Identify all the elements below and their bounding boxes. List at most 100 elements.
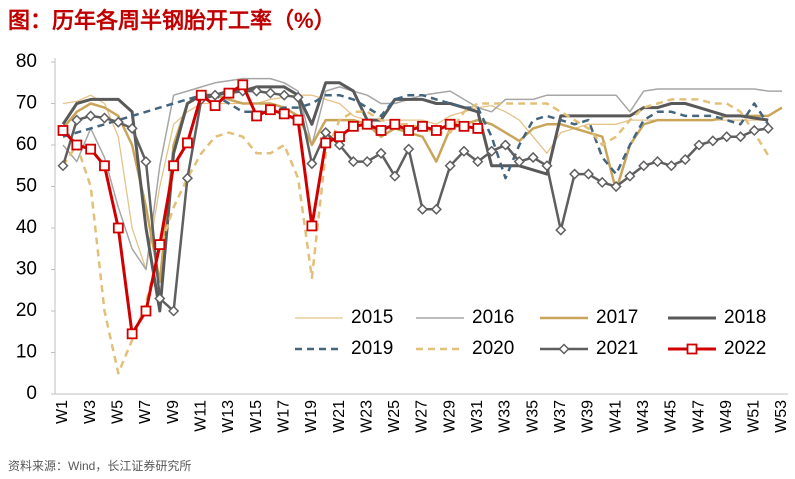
- marker: [417, 120, 428, 132]
- marker: [209, 89, 221, 101]
- marker: [85, 110, 97, 122]
- marker: [334, 131, 345, 143]
- marker: [154, 239, 166, 251]
- marker: [486, 145, 498, 157]
- x-tick-label: W11: [192, 400, 209, 432]
- marker: [320, 137, 332, 149]
- marker: [251, 110, 262, 122]
- marker: [610, 180, 622, 193]
- x-tick-label: W35: [524, 400, 541, 433]
- x-tick-label: W33: [497, 400, 514, 433]
- marker: [444, 160, 456, 172]
- series-line: [61, 89, 769, 313]
- x-tick-label: W27: [414, 400, 431, 433]
- marker: [57, 160, 69, 172]
- marker: [389, 118, 401, 130]
- x-tick-label: W45: [663, 400, 680, 433]
- marker: [333, 139, 346, 151]
- series-line: [61, 81, 769, 313]
- x-tick-label: W3: [82, 400, 99, 424]
- marker: [306, 220, 318, 232]
- marker: [182, 137, 193, 149]
- marker: [71, 139, 83, 151]
- x-tick-label: W9: [165, 400, 182, 424]
- x-tick-label: W21: [331, 400, 348, 433]
- marker: [320, 126, 332, 139]
- marker: [98, 112, 111, 124]
- marker: [558, 343, 570, 355]
- marker: [638, 160, 650, 172]
- marker: [721, 131, 733, 143]
- legend-label: 2017: [596, 307, 638, 328]
- marker: [582, 168, 594, 180]
- marker: [126, 122, 138, 134]
- marker: [140, 156, 152, 168]
- y-tick-label: 10: [16, 342, 37, 363]
- legend-label: 2020: [472, 338, 514, 359]
- y-tick-label: 50: [16, 176, 37, 197]
- marker: [762, 122, 774, 134]
- marker: [292, 91, 304, 103]
- marker: [112, 222, 124, 234]
- x-tick-label: W53: [773, 400, 790, 433]
- chart-title: 图：历年各周半钢胎开工率（%）: [8, 8, 336, 33]
- series-line: [62, 93, 770, 180]
- marker: [306, 158, 318, 170]
- series-line: [61, 98, 770, 375]
- x-tick-label: W37: [552, 400, 569, 433]
- marker: [251, 85, 263, 97]
- source-note: 资料来源：Wind，长江证券研究所: [8, 458, 191, 473]
- marker: [264, 87, 276, 99]
- x-tick-label: W15: [248, 400, 265, 433]
- marker: [140, 305, 152, 317]
- marker: [347, 120, 359, 132]
- legend-label: 2016: [472, 307, 514, 328]
- y-tick-label: 20: [16, 300, 37, 321]
- legend-label: 2015: [351, 307, 393, 328]
- series-line: [62, 94, 769, 271]
- marker: [209, 100, 221, 111]
- marker: [499, 139, 512, 151]
- marker: [168, 305, 180, 317]
- x-tick-label: W47: [690, 400, 707, 433]
- marker: [85, 143, 97, 155]
- marker: [375, 147, 387, 159]
- x-tick-label: W13: [220, 400, 237, 433]
- x-tick-label: W1: [54, 400, 71, 424]
- marker: [665, 160, 677, 172]
- marker: [375, 125, 387, 136]
- marker: [748, 124, 760, 137]
- y-tick-label: 30: [16, 259, 37, 280]
- marker: [112, 116, 124, 128]
- marker: [57, 125, 69, 136]
- marker: [278, 108, 290, 120]
- marker: [651, 156, 664, 168]
- marker: [361, 156, 373, 168]
- x-tick-label: W43: [635, 400, 652, 433]
- marker: [223, 87, 235, 99]
- marker: [513, 156, 525, 168]
- y-tick-label: 60: [16, 134, 37, 155]
- marker: [569, 168, 581, 180]
- marker: [707, 135, 719, 147]
- marker: [168, 160, 180, 172]
- marker: [292, 114, 304, 126]
- legend-label: 2022: [724, 338, 766, 359]
- marker: [472, 156, 484, 168]
- marker: [403, 143, 415, 155]
- x-tick-label: W39: [580, 400, 597, 433]
- marker: [472, 123, 484, 134]
- marker: [154, 292, 166, 305]
- marker: [430, 125, 442, 136]
- legend-label: 2021: [596, 338, 638, 359]
- legend-label: 2018: [724, 307, 766, 328]
- marker: [278, 89, 290, 101]
- marker: [444, 118, 456, 130]
- series-line: [61, 83, 479, 336]
- marker: [389, 170, 401, 182]
- marker: [403, 125, 415, 136]
- x-tick-label: W23: [358, 400, 375, 433]
- x-tick-label: W25: [386, 400, 403, 433]
- x-tick-label: W29: [441, 400, 458, 433]
